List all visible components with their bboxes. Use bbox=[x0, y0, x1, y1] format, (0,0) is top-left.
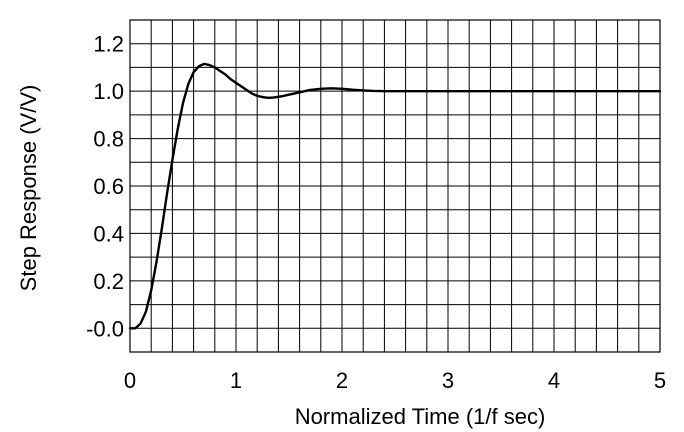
y-tick-label: 1.0 bbox=[93, 79, 124, 104]
series-layer bbox=[128, 62, 662, 330]
y-tick-label: 0.8 bbox=[93, 127, 124, 152]
x-tick-label: 2 bbox=[336, 368, 348, 393]
y-tick-label: 1.2 bbox=[93, 32, 124, 57]
x-tick-label: 3 bbox=[442, 368, 454, 393]
y-tick-label: 0.2 bbox=[93, 269, 124, 294]
x-tick-label: 4 bbox=[548, 368, 560, 393]
step-response-line bbox=[128, 62, 662, 330]
y-axis-label: Step Response (V/V) bbox=[16, 85, 41, 292]
y-tick-label: 0.4 bbox=[93, 221, 124, 246]
y-tick-label: 0.6 bbox=[93, 174, 124, 199]
x-tick-label: 5 bbox=[654, 368, 666, 393]
y-tick-label: -0.0 bbox=[86, 316, 124, 341]
plot-frame bbox=[129, 19, 661, 353]
x-tick-label: 0 bbox=[124, 368, 136, 393]
x-tick-label: 1 bbox=[230, 368, 242, 393]
x-axis-label: Normalized Time (1/f sec) bbox=[295, 404, 546, 429]
grid bbox=[130, 20, 660, 352]
tick-labels: 0 1 2 3 4 5 -0.0 0.2 0.4 0.6 0.8 1.0 1.2 bbox=[86, 32, 666, 393]
